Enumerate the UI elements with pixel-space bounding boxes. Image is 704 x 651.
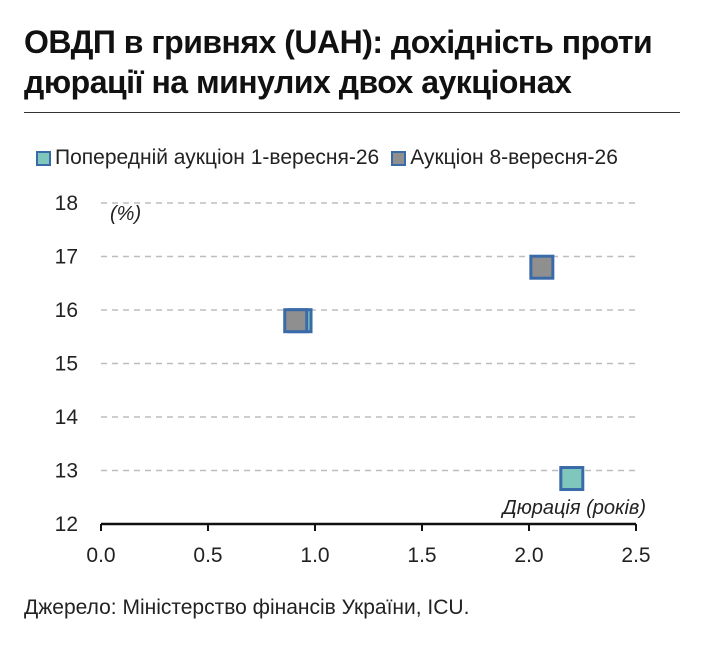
chart-title: ОВДП в гривнях (UAH): дохідність проти д…: [24, 24, 653, 100]
y-tick-label: 13: [55, 460, 78, 483]
x-tick-label: 1.0: [300, 544, 329, 567]
legend: Попередній аукціон 1-вересня-26 Аукціон …: [36, 143, 630, 173]
legend-label-current: Аукціон 8-вересня-26: [410, 146, 618, 169]
y-tick-label: 17: [55, 246, 78, 269]
x-tick-label: 2.5: [621, 544, 650, 567]
source-note: Джерело: Міністерство фінансів України, …: [24, 596, 470, 619]
point-current-auction: [283, 308, 309, 334]
point-current-auction: [529, 254, 555, 280]
legend-label-previous: Попередній аукціон 1-вересня-26: [55, 146, 380, 169]
legend-swatch-current: [391, 150, 407, 166]
y-tick-label: 12: [55, 513, 78, 536]
x-tick-label: 2.0: [514, 544, 543, 567]
y-axis-label: (%): [110, 203, 141, 225]
x-tick-labels: 0.0 0.5 1.0 1.5 2.0 2.5: [86, 544, 650, 567]
gridlines: [101, 202, 636, 472]
title-divider: [24, 112, 680, 113]
legend-swatch-previous: [36, 150, 51, 166]
legend-item-current: Аукціон 8-вересня-26: [391, 146, 618, 170]
y-tick-labels: 12 13 14 15 16 17 18: [55, 192, 79, 536]
x-tick-label: 1.5: [407, 544, 436, 567]
x-axis-label: Дюрація (років): [501, 497, 646, 519]
legend-item-previous: Попередній аукціон 1-вересня-26: [36, 146, 379, 170]
x-tick-label: 0.5: [193, 544, 222, 567]
x-tick-label: 0.0: [86, 544, 115, 567]
point-previous-auction: [559, 466, 585, 492]
y-tick-label: 16: [55, 299, 78, 322]
y-tick-label: 18: [55, 192, 78, 215]
data-points: [283, 254, 585, 492]
x-axis: [100, 522, 637, 531]
y-tick-label: 15: [55, 353, 78, 376]
y-tick-label: 14: [55, 406, 79, 429]
